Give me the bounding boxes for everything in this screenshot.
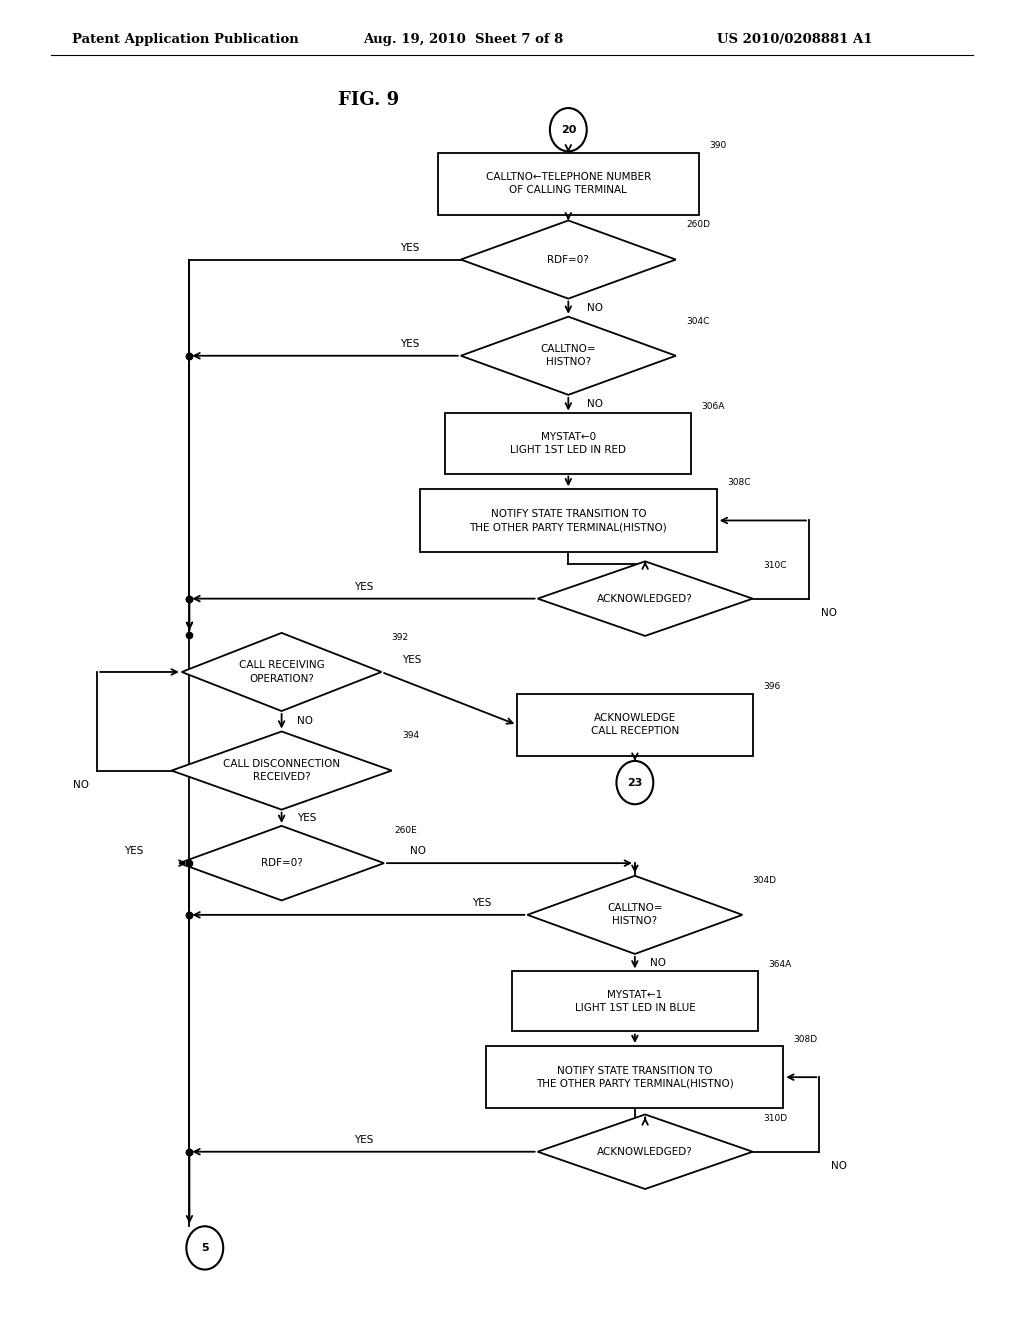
- Text: NO: NO: [410, 846, 426, 857]
- Text: ACKNOWLEDGED?: ACKNOWLEDGED?: [597, 1147, 693, 1156]
- Text: 5: 5: [201, 1243, 209, 1253]
- Polygon shape: [182, 632, 382, 711]
- Text: US 2010/0208881 A1: US 2010/0208881 A1: [717, 33, 872, 46]
- Text: CALLTNO←TELEPHONE NUMBER
OF CALLING TERMINAL: CALLTNO←TELEPHONE NUMBER OF CALLING TERM…: [485, 172, 651, 195]
- Text: CALLTNO=
HISTNO?: CALLTNO= HISTNO?: [607, 903, 663, 927]
- Text: NO: NO: [831, 1162, 848, 1171]
- Text: 304D: 304D: [753, 875, 776, 884]
- Circle shape: [186, 1226, 223, 1270]
- Text: 390: 390: [710, 141, 726, 150]
- Bar: [517, 693, 753, 756]
- Bar: [438, 153, 699, 215]
- Text: NOTIFY STATE TRANSITION TO
THE OTHER PARTY TERMINAL(HISTNO): NOTIFY STATE TRANSITION TO THE OTHER PAR…: [469, 510, 668, 532]
- Polygon shape: [179, 826, 384, 900]
- Text: MYSTAT←1
LIGHT 1ST LED IN BLUE: MYSTAT←1 LIGHT 1ST LED IN BLUE: [574, 990, 695, 1012]
- Text: NOTIFY STATE TRANSITION TO
THE OTHER PARTY TERMINAL(HISTNO): NOTIFY STATE TRANSITION TO THE OTHER PAR…: [536, 1065, 734, 1089]
- Text: RDF=0?: RDF=0?: [548, 255, 589, 264]
- Text: Patent Application Publication: Patent Application Publication: [72, 33, 298, 46]
- Text: FIG. 9: FIG. 9: [338, 91, 399, 110]
- Polygon shape: [461, 220, 676, 298]
- Polygon shape: [527, 875, 742, 954]
- Text: CALL DISCONNECTION
RECEIVED?: CALL DISCONNECTION RECEIVED?: [223, 759, 340, 783]
- Bar: [445, 413, 691, 474]
- Text: YES: YES: [124, 846, 143, 857]
- Text: CALLTNO=
HISTNO?: CALLTNO= HISTNO?: [541, 345, 596, 367]
- Text: NO: NO: [821, 609, 838, 618]
- Bar: [486, 1045, 783, 1109]
- Text: NO: NO: [587, 399, 603, 409]
- Text: CALL RECEIVING
OPERATION?: CALL RECEIVING OPERATION?: [239, 660, 325, 684]
- Text: 260E: 260E: [394, 826, 417, 834]
- Text: NO: NO: [587, 302, 603, 313]
- Text: 308C: 308C: [727, 478, 751, 487]
- Polygon shape: [538, 561, 753, 636]
- Circle shape: [550, 108, 587, 152]
- Polygon shape: [538, 1114, 753, 1189]
- Bar: [420, 490, 717, 552]
- Text: YES: YES: [354, 582, 373, 591]
- Text: YES: YES: [354, 1135, 373, 1144]
- Circle shape: [616, 760, 653, 804]
- Text: ACKNOWLEDGE
CALL RECEPTION: ACKNOWLEDGE CALL RECEPTION: [591, 713, 679, 737]
- Text: YES: YES: [400, 243, 420, 252]
- Text: 396: 396: [763, 682, 780, 692]
- Text: 304C: 304C: [686, 317, 710, 326]
- Text: 310D: 310D: [763, 1114, 787, 1123]
- Text: YES: YES: [400, 339, 420, 348]
- Text: 308D: 308D: [794, 1035, 818, 1044]
- Polygon shape: [172, 731, 391, 809]
- Text: 392: 392: [392, 632, 409, 642]
- Text: Aug. 19, 2010  Sheet 7 of 8: Aug. 19, 2010 Sheet 7 of 8: [364, 33, 564, 46]
- Text: 364A: 364A: [768, 960, 792, 969]
- Text: RDF=0?: RDF=0?: [261, 858, 302, 869]
- Text: 260D: 260D: [686, 220, 710, 230]
- Text: YES: YES: [297, 813, 316, 822]
- Text: 23: 23: [627, 777, 643, 788]
- Text: YES: YES: [402, 655, 422, 665]
- Text: NO: NO: [650, 957, 667, 968]
- Text: YES: YES: [472, 898, 492, 908]
- Text: ACKNOWLEDGED?: ACKNOWLEDGED?: [597, 594, 693, 603]
- Text: NO: NO: [297, 717, 313, 726]
- Text: 306A: 306A: [701, 403, 725, 411]
- Bar: [512, 972, 758, 1031]
- Text: NO: NO: [73, 780, 89, 791]
- Text: 310C: 310C: [763, 561, 786, 570]
- Text: 394: 394: [401, 731, 419, 741]
- Text: MYSTAT←0
LIGHT 1ST LED IN RED: MYSTAT←0 LIGHT 1ST LED IN RED: [510, 432, 627, 455]
- Polygon shape: [461, 317, 676, 395]
- Text: 20: 20: [560, 124, 577, 135]
